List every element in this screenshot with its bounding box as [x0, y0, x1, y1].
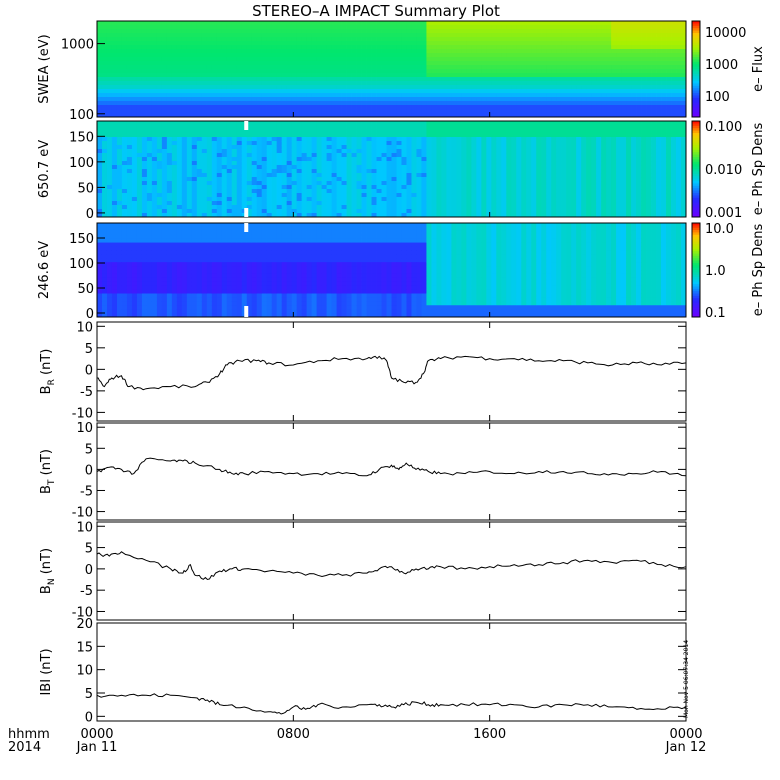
data-gap-marker — [244, 121, 249, 130]
creation-stamp: Mon Nov 5 06:07:34 2014 — [683, 640, 690, 718]
y-tick-label: -10 — [72, 605, 93, 620]
field-panel-4: 0 5 10 15 20 IBI (nT) — [39, 617, 687, 725]
field-panel-3: -10 -5 0 5 10 BN (nT) — [39, 520, 687, 621]
colorbar-label: e– Flux — [751, 46, 766, 92]
y-tick-label: -5 — [80, 484, 93, 499]
y-tick-label: -10 — [72, 506, 93, 521]
field-panel-2: -10 -5 0 5 10 BT (nT) — [39, 421, 687, 521]
spectrogram-image — [97, 21, 687, 118]
colorbar: 10.0 1.0 0.1 e– Ph Sp Dens — [691, 222, 766, 321]
y-tick-label: -5 — [80, 385, 93, 400]
panel-frame — [96, 422, 687, 521]
field-line-series — [97, 355, 687, 391]
colorbar-tick-label: 0.100 — [705, 120, 742, 135]
data-gap-marker — [244, 306, 249, 317]
spectrogram-panel-1: 100 1000 SWEA (eV) 10000 1000 100 e– Flux — [37, 20, 766, 123]
y-tick-label: 20 — [76, 617, 93, 632]
spectrogram-image — [97, 223, 687, 318]
y-tick-label: 50 — [77, 282, 94, 297]
field-line-series — [96, 457, 687, 477]
colorbar-tick-label: 10.0 — [705, 222, 734, 237]
time-axis-corner-label: 2014 — [8, 740, 41, 755]
y-tick-label: 100 — [69, 108, 94, 123]
y-axis-label: SWEA (eV) — [37, 34, 52, 103]
spectrogram-panel-3: 0 50 100 150 246.6 eV 10.0 1.0 0.1 e– Ph Sp Dens — [37, 222, 766, 322]
panel-frame — [96, 321, 687, 422]
colorbar-tick-label: 1000 — [705, 58, 738, 73]
y-tick-label: 10 — [76, 320, 93, 335]
y-axis-label: 246.6 eV — [37, 241, 52, 299]
panel-frame — [96, 521, 687, 621]
y-tick-label: 0 — [86, 207, 94, 222]
y-tick-label: 100 — [69, 156, 94, 171]
y-tick-label: 0 — [86, 307, 94, 322]
y-tick-label: 0 — [85, 563, 93, 578]
panel-frame — [96, 120, 687, 218]
x-tick-label: 0000 — [669, 727, 702, 742]
x-tick-label: 0000 — [80, 727, 113, 742]
colorbar-tick-label: 1.0 — [705, 264, 726, 279]
y-tick-label: 10 — [76, 421, 93, 436]
x-tick-label: 0800 — [277, 727, 310, 742]
x-date-label: Jan 12 — [665, 740, 707, 755]
y-tick-label: 15 — [76, 640, 93, 655]
y-tick-label: 10 — [76, 520, 93, 535]
colorbar-frame — [691, 20, 701, 118]
colorbar-tick-label: 0.001 — [705, 206, 742, 221]
field-line-series — [96, 693, 687, 715]
y-tick-label: 0 — [85, 710, 93, 725]
y-axis-label: BR (nT) — [39, 349, 57, 395]
y-tick-label: 150 — [69, 130, 94, 145]
colorbar-label: e– Ph Sp Dens — [751, 224, 766, 317]
colorbar-tick-label: 100 — [705, 90, 730, 105]
y-tick-label: 5 — [85, 442, 93, 457]
y-tick-label: 10 — [76, 664, 93, 679]
colorbar-tick-label: 0.1 — [705, 306, 726, 321]
field-line-series — [96, 551, 687, 581]
y-tick-label: 5 — [85, 687, 93, 702]
field-panel-1: -10 -5 0 5 10 BR (nT) — [39, 320, 687, 422]
colorbar-frame — [691, 120, 701, 218]
data-gap-marker — [244, 223, 249, 232]
y-tick-label: 5 — [85, 542, 93, 557]
colorbar: 0.100 0.010 0.001 e– Ph Sp Dens — [691, 120, 766, 221]
y-axis-label: BN (nT) — [39, 548, 57, 594]
y-tick-label: 0 — [85, 363, 93, 378]
y-tick-label: -5 — [80, 584, 93, 599]
y-tick-label: 50 — [77, 181, 94, 196]
colorbar-tick-label: 10000 — [705, 26, 746, 41]
x-date-label: Jan 11 — [76, 740, 118, 755]
y-tick-label: 1000 — [61, 38, 94, 53]
spectrogram-image — [97, 121, 687, 218]
panel-frame — [96, 622, 687, 722]
y-tick-label: 150 — [69, 232, 94, 247]
y-tick-label: 5 — [85, 342, 93, 357]
panel-frame — [96, 222, 687, 318]
data-gap-marker — [244, 208, 249, 217]
plot-title: STEREO–A IMPACT Summary Plot — [252, 2, 500, 20]
y-tick-label: 100 — [69, 257, 94, 272]
x-tick-label: 1600 — [473, 727, 506, 742]
y-axis-label: 650.7 eV — [37, 140, 52, 198]
y-tick-label: 0 — [85, 463, 93, 478]
colorbar-tick-label: 0.010 — [705, 163, 742, 178]
y-tick-label: -10 — [72, 406, 93, 421]
y-axis-label: BT (nT) — [39, 449, 57, 494]
colorbar-label: e– Ph Sp Dens — [751, 123, 766, 216]
time-axis-corner-label: hhmm — [8, 727, 50, 742]
colorbar: 10000 1000 100 e– Flux — [691, 20, 766, 118]
spectrogram-panel-2: 0 50 100 150 650.7 eV 0.100 0.010 0.001 e– Ph Sp… — [37, 120, 766, 222]
colorbar-frame — [691, 222, 701, 318]
y-axis-label: IBI (nT) — [39, 648, 54, 695]
panel-frame — [96, 20, 687, 118]
